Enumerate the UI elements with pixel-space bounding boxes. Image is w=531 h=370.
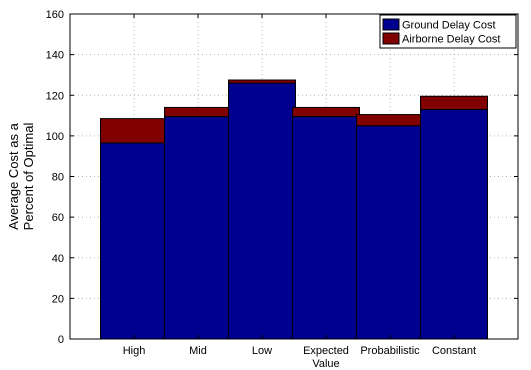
x-category-label: Probabilistic: [360, 345, 420, 357]
bar-ground-delay: [228, 82, 296, 340]
y-tick-label: 100: [46, 131, 64, 143]
bar-ground-delay: [420, 108, 488, 340]
y-tick-label: 20: [52, 293, 64, 305]
x-category-label: Value: [312, 358, 339, 370]
bar-airborne-delay: [420, 95, 488, 110]
x-category-label: Mid: [189, 345, 207, 357]
y-axis-label: Average Cost as a Percent of Optimal: [6, 122, 36, 230]
y-tick-label: 140: [46, 50, 64, 62]
bar-ground-delay: [164, 116, 232, 340]
x-category-label: High: [123, 345, 146, 357]
y-axis-label-line: Percent of Optimal: [21, 123, 36, 231]
bar-airborne-delay: [228, 79, 296, 84]
y-tick-label: 40: [52, 253, 64, 265]
y-tick-label: 60: [52, 212, 64, 224]
legend-label: Airborne Delay Cost: [402, 34, 500, 46]
legend-label: Ground Delay Cost: [402, 20, 496, 32]
legend: Ground Delay Cost Airborne Delay Cost: [379, 14, 517, 49]
x-category-label: Expected: [303, 345, 349, 357]
y-tick-label: 0: [58, 334, 64, 346]
bars: [100, 79, 488, 340]
bar-airborne-delay: [356, 114, 424, 127]
x-category-label: Constant: [432, 345, 476, 357]
y-tick-label: 120: [46, 90, 64, 102]
y-tick-label: 80: [52, 172, 64, 184]
bar-ground-delay: [292, 116, 360, 340]
bar-ground-delay: [356, 125, 424, 340]
bar-ground-delay: [100, 142, 168, 340]
legend-box: [379, 14, 517, 49]
legend-swatch: [382, 18, 400, 31]
y-axis-label-line: Average Cost as a: [6, 122, 21, 229]
bar-airborne-delay: [164, 106, 232, 118]
axis-ticks: 0 20 40 60 80 100 120 140 160 High Mid Low ExpectedV…: [46, 9, 518, 370]
legend-swatch: [382, 32, 400, 45]
bar-airborne-delay: [100, 118, 168, 144]
bar-airborne-delay: [292, 106, 360, 118]
y-tick-label: 160: [46, 9, 64, 21]
x-category-label: Low: [252, 345, 272, 357]
